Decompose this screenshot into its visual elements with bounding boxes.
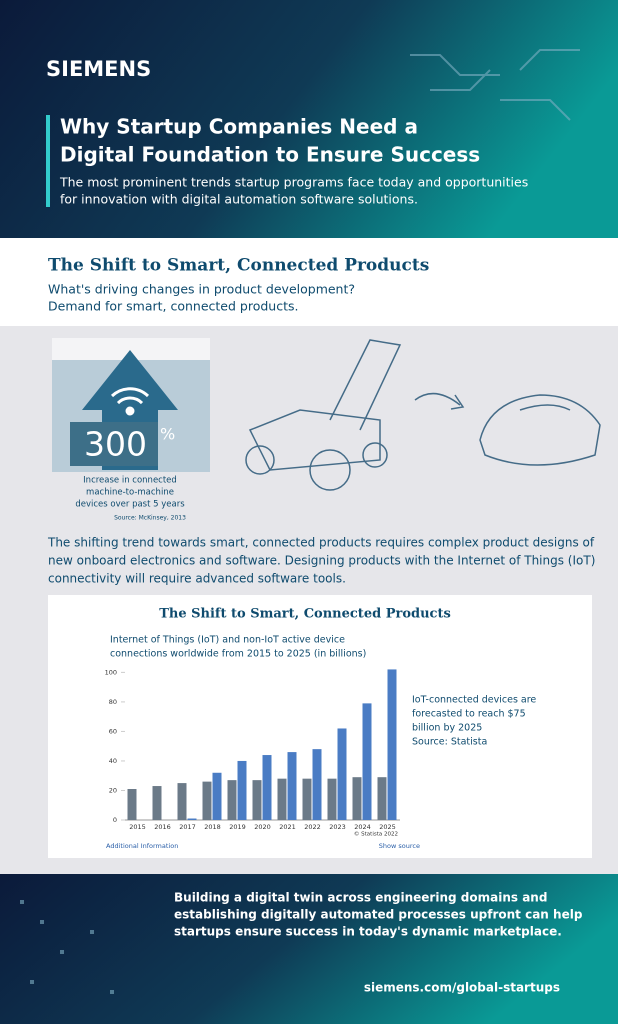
bar — [187, 818, 197, 820]
y-tick-label: 80 — [109, 698, 117, 706]
x-tick-label: 2022 — [304, 823, 321, 831]
y-tick-label: 0 — [113, 816, 117, 824]
stat-top — [52, 338, 210, 360]
chart-annotation: IoT-connected devices are — [412, 695, 536, 706]
chart-annotation: billion by 2025 — [412, 723, 482, 734]
section-bg — [0, 238, 618, 326]
footer-url[interactable]: siemens.com/global-startups — [364, 981, 560, 995]
bar — [152, 786, 162, 820]
stat-caption: machine-to-machine — [86, 488, 174, 498]
bar — [277, 778, 287, 820]
y-tick-label: 60 — [109, 727, 117, 735]
bar — [227, 780, 237, 820]
footer-text: startups ensure success in today's dynam… — [174, 925, 562, 939]
stat-value: 300 — [84, 425, 147, 464]
body-text: connectivity will require advanced softw… — [48, 572, 346, 586]
x-tick-label: 2019 — [229, 823, 246, 831]
plot: 0 20 40 60 80 100 2015 2016 2017 2018 2019 2020 2021… — [105, 668, 400, 831]
section-heading: The Shift to Smart, Connected Products — [48, 256, 429, 276]
footer-bg — [0, 874, 618, 1024]
y-tick-label: 20 — [109, 786, 117, 794]
bar — [202, 781, 212, 820]
bar — [287, 752, 297, 820]
mower-illustration — [245, 339, 601, 491]
subtitle: The most prominent trends startup progra… — [59, 175, 528, 190]
subtitle: for innovation with digital automation s… — [60, 192, 418, 207]
x-tick-label: 2023 — [329, 823, 346, 831]
bar — [302, 778, 312, 820]
bar — [387, 669, 397, 820]
bar — [252, 780, 262, 820]
bar — [262, 755, 272, 820]
y-tick-label: 40 — [109, 757, 117, 765]
body-text: new onboard electronics and software. De… — [48, 554, 595, 568]
chart-subtitle: Internet of Things (IoT) and non-IoT act… — [110, 635, 345, 646]
x-tick-label: 2024 — [354, 823, 371, 831]
stat-caption: devices over past 5 years — [75, 500, 185, 510]
footer-text: Building a digital twin across engineeri… — [174, 891, 547, 905]
bar — [352, 777, 362, 820]
y-tick-label: 100 — [105, 668, 117, 676]
bar — [127, 789, 137, 820]
chart-annotation: forecasted to reach $75 — [412, 709, 526, 720]
header-bg — [0, 0, 618, 238]
x-tick-label: 2018 — [204, 823, 221, 831]
link[interactable]: Additional Information — [106, 842, 178, 850]
bar — [327, 778, 337, 820]
chart-title: The Shift to Smart, Connected Products — [159, 607, 451, 622]
footer-text: establishing digitally automated process… — [174, 908, 583, 922]
x-tick-label: 2017 — [179, 823, 196, 831]
accent-bar — [46, 115, 50, 207]
bar — [362, 703, 372, 820]
bar — [212, 772, 222, 820]
chart-subtitle: connections worldwide from 2015 to 2025 … — [110, 649, 366, 660]
circuit-deco — [410, 49, 580, 121]
wifi-icon — [110, 387, 150, 416]
link[interactable]: Show source — [379, 842, 420, 850]
dot-deco — [20, 900, 114, 994]
x-tick-label: 2020 — [254, 823, 271, 831]
chart-annotation: Source: Statista — [412, 737, 487, 748]
stat-source: Source: McKinsey, 2013 — [114, 515, 186, 522]
section-question: What's driving changes in product develo… — [48, 282, 355, 297]
x-tick-label: 2016 — [154, 823, 171, 831]
title: Why Startup Companies Need a — [60, 115, 418, 139]
stat-unit: % — [160, 425, 175, 444]
bar — [337, 728, 347, 820]
x-tick-label: 2021 — [279, 823, 296, 831]
chart-credit: © Statista 2022 — [354, 831, 398, 838]
x-tick-label: 2025 — [379, 823, 396, 831]
bar — [177, 783, 187, 820]
body-text: The shifting trend towards smart, connec… — [47, 536, 595, 550]
stat-value-bg — [70, 422, 158, 466]
bar — [377, 777, 387, 820]
x-tick-label: 2015 — [129, 823, 146, 831]
brand: SIEMENS — [46, 57, 151, 81]
stat-caption: Increase in connected — [83, 476, 177, 486]
section-question: Demand for smart, connected products. — [48, 299, 298, 314]
bar — [237, 760, 247, 820]
title: Digital Foundation to Ensure Success — [60, 143, 480, 167]
bar — [312, 749, 322, 820]
